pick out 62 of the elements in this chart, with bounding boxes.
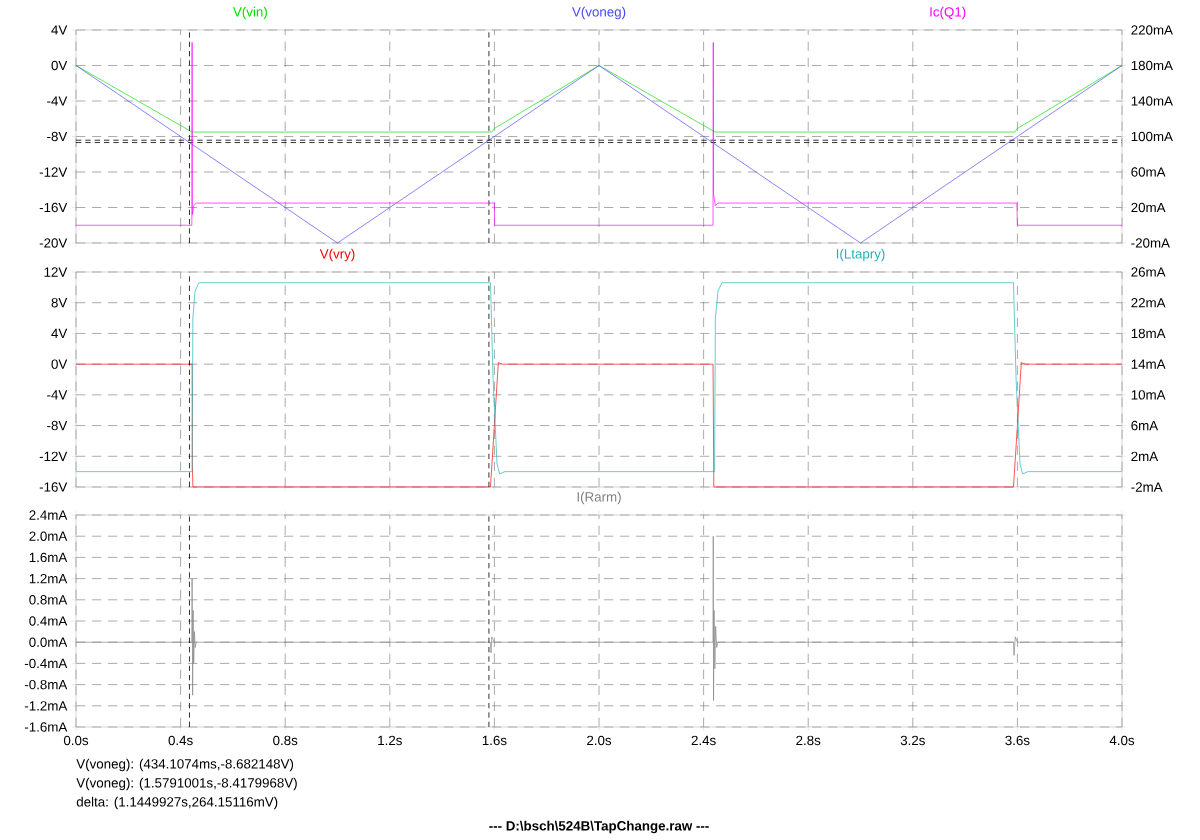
y2-tick-label: 2mA xyxy=(1131,451,1159,461)
y-tick-label: -16V xyxy=(39,202,68,213)
y2-tick-label: 18mA xyxy=(1131,328,1166,339)
y-tick-label: -12V xyxy=(39,451,68,461)
y2-tick-label: 6mA xyxy=(1131,420,1159,431)
y-tick-label: -0.4mA xyxy=(24,658,68,669)
series-label: I(Ltapry) xyxy=(836,248,885,262)
y-tick-label: -4V xyxy=(47,96,68,106)
y-tick-label: 0V xyxy=(51,60,68,71)
text: V(voneg): (434.1074ms,-8.682148V) xyxy=(76,758,294,772)
y-tick-label: 1.6mA xyxy=(29,552,68,563)
y-tick-label: -1.2mA xyxy=(24,701,68,711)
y2-tick-label: 140mA xyxy=(1131,96,1173,106)
y-tick-label: -20V xyxy=(39,238,68,248)
y-tick-label: -12V xyxy=(39,167,68,177)
x-tick-label: 0.8s xyxy=(273,735,298,746)
y-tick-label: 0V xyxy=(51,359,68,369)
text: V(vry) xyxy=(319,248,355,262)
text: V(vin) xyxy=(232,6,267,20)
x-tick-label: 0.4s xyxy=(168,735,193,746)
y2-tick-label: -2mA xyxy=(1131,482,1163,492)
y2-tick-label: -20mA xyxy=(1131,238,1170,248)
y-tick-label: -8V xyxy=(47,420,68,431)
y-tick-label: 2.0mA xyxy=(29,531,68,541)
y2-tick-label: 14mA xyxy=(1131,359,1166,369)
text: Ic(Q1) xyxy=(930,6,966,20)
y2-tick-label: 10mA xyxy=(1131,390,1166,400)
y-tick-label: -0.8mA xyxy=(24,679,68,690)
y-tick-label: 0.0mA xyxy=(29,637,68,647)
text: --- D:\bsch\524B\TapChange.raw --- xyxy=(489,820,709,834)
y-tick-label: 4V xyxy=(51,25,68,35)
y-tick-label: -1.6mA xyxy=(24,722,68,732)
text: V(voneg) xyxy=(572,6,626,20)
y-tick-label: -16V xyxy=(39,482,68,492)
x-tick-label: 3.6s xyxy=(1005,735,1030,746)
y-tick-label: -8V xyxy=(47,131,68,142)
y2-tick-label: 20mA xyxy=(1131,202,1166,213)
y-tick-label: 4V xyxy=(51,328,68,339)
y2-tick-label: 180mA xyxy=(1131,60,1173,71)
y2-tick-label: 60mA xyxy=(1131,167,1166,177)
x-tick-label: 2.0s xyxy=(587,735,612,746)
y-tick-label: 2.4mA xyxy=(29,510,68,520)
x-tick-label: 2.4s xyxy=(691,735,716,746)
x-tick-label: 3.2s xyxy=(900,735,925,746)
x-tick-label: 0.0s xyxy=(63,735,89,746)
x-tick-label: 2.8s xyxy=(796,735,821,746)
text: delta: (1.1449927s,264.15116mV) xyxy=(76,796,278,810)
y-tick-label: 8V xyxy=(51,298,68,308)
text: V(voneg): (1.5791001s,-8.4179968V) xyxy=(76,777,297,791)
y2-tick-label: 100mA xyxy=(1131,131,1173,142)
y-tick-label: 12V xyxy=(44,267,68,277)
x-tick-label: 1.2s xyxy=(378,735,402,746)
y-tick-label: 0.4mA xyxy=(29,616,68,626)
y-tick-label: 1.2mA xyxy=(29,573,68,584)
x-tick-label: 4.0s xyxy=(1109,735,1135,746)
y-tick-label: -4V xyxy=(47,390,68,400)
text: I(Rarm) xyxy=(577,491,621,505)
y2-tick-label: 22mA xyxy=(1131,298,1166,308)
y2-tick-label: 26mA xyxy=(1131,267,1166,277)
y-tick-label: 0.8mA xyxy=(29,595,68,605)
y2-tick-label: 220mA xyxy=(1131,25,1173,35)
x-tick-label: 1.6s xyxy=(482,735,507,746)
